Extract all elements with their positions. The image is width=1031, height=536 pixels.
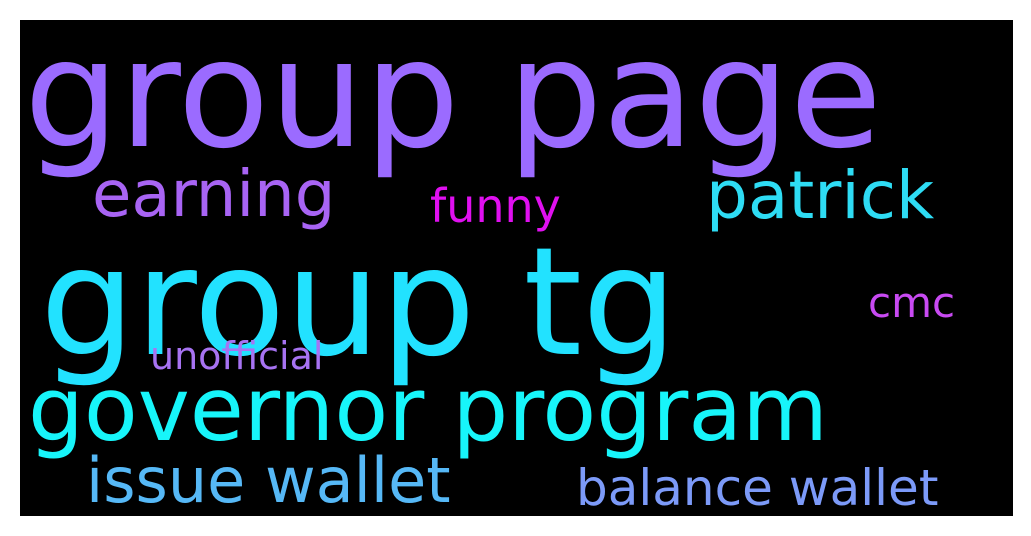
word-earning: earning [92,158,336,232]
word-cmc: cmc [868,278,956,327]
word-issue-wallet: issue wallet [86,444,451,516]
word-group-tg: group tg [40,216,678,390]
word-group-page: group page [24,20,882,182]
word-governor-program: governor program [28,358,828,461]
word-unofficial: unofficial [150,334,324,378]
word-patrick: patrick [706,157,935,234]
word-balance-wallet: balance wallet [576,459,939,516]
word-funny: funny [430,179,561,233]
word-cloud: group page earning funny patrick group t… [20,20,1013,516]
